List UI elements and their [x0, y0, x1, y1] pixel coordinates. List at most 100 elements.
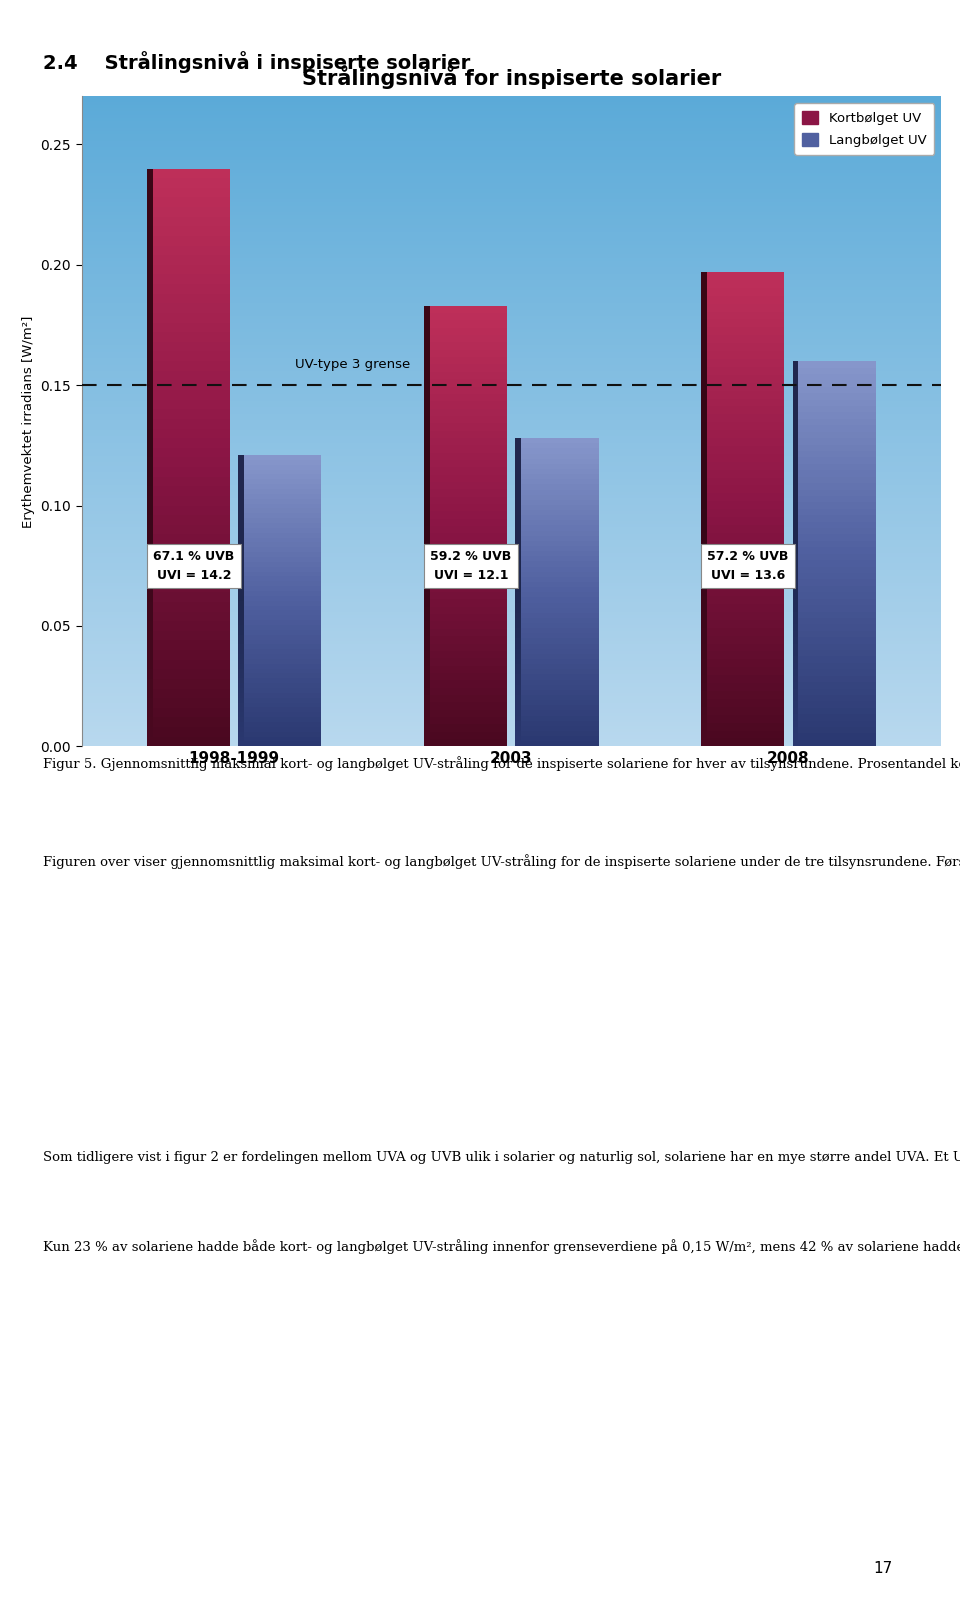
Bar: [701, 603, 784, 612]
Bar: [516, 737, 598, 742]
Bar: [68, 534, 954, 538]
Bar: [701, 287, 707, 295]
Bar: [793, 547, 799, 554]
Bar: [68, 685, 954, 689]
Bar: [68, 721, 954, 724]
Bar: [238, 600, 244, 605]
Bar: [516, 480, 521, 485]
Bar: [701, 343, 784, 351]
Bar: [238, 717, 244, 722]
Bar: [516, 716, 521, 721]
Bar: [68, 417, 954, 421]
Bar: [516, 546, 598, 551]
Bar: [238, 674, 244, 679]
Bar: [793, 374, 799, 380]
Bar: [147, 525, 153, 534]
Bar: [238, 514, 322, 518]
Bar: [68, 258, 954, 262]
Bar: [68, 337, 954, 340]
Bar: [793, 708, 876, 714]
Bar: [68, 385, 954, 388]
Bar: [516, 506, 521, 510]
Bar: [424, 496, 507, 504]
Bar: [238, 713, 244, 717]
Bar: [516, 608, 598, 613]
Text: Figur 5. Gjennomsnittlig maksimal kort- og langbølget UV-stråling for de inspise: Figur 5. Gjennomsnittlig maksimal kort- …: [43, 756, 960, 770]
Bar: [147, 169, 229, 178]
Bar: [701, 462, 784, 470]
Bar: [701, 587, 707, 595]
Bar: [147, 660, 229, 669]
Bar: [68, 681, 954, 685]
Bar: [516, 515, 598, 520]
Bar: [516, 490, 598, 494]
Bar: [424, 533, 430, 541]
Bar: [147, 429, 229, 438]
Bar: [68, 490, 954, 493]
Bar: [516, 557, 521, 562]
Bar: [424, 393, 430, 401]
Bar: [424, 703, 430, 709]
Bar: [147, 438, 153, 448]
Bar: [516, 623, 598, 628]
Bar: [516, 653, 598, 660]
Bar: [793, 695, 799, 701]
Bar: [238, 674, 322, 679]
Bar: [238, 620, 244, 624]
Bar: [701, 684, 707, 692]
Bar: [238, 571, 322, 576]
Bar: [68, 655, 954, 658]
Bar: [238, 644, 322, 648]
Bar: [238, 485, 244, 490]
Bar: [68, 382, 954, 385]
Bar: [238, 629, 322, 634]
Y-axis label: Erythemvektet irradians [W/m²]: Erythemvektet irradians [W/m²]: [22, 315, 35, 528]
Bar: [238, 504, 244, 509]
Bar: [793, 701, 876, 708]
Bar: [68, 467, 954, 470]
Bar: [147, 255, 153, 265]
Bar: [516, 628, 521, 634]
Bar: [147, 409, 229, 419]
Bar: [424, 379, 430, 387]
Bar: [147, 486, 229, 496]
Bar: [68, 181, 954, 185]
Bar: [68, 220, 954, 223]
Bar: [147, 419, 229, 429]
Bar: [238, 528, 322, 533]
Bar: [701, 454, 784, 462]
Bar: [68, 581, 954, 584]
Bar: [424, 467, 507, 475]
Bar: [238, 713, 322, 717]
Bar: [147, 602, 153, 612]
Bar: [68, 252, 954, 255]
Bar: [701, 382, 707, 390]
Bar: [793, 522, 876, 528]
Bar: [793, 522, 799, 528]
Bar: [516, 494, 598, 499]
Bar: [516, 520, 521, 525]
Bar: [701, 612, 707, 620]
Bar: [238, 480, 322, 485]
Bar: [238, 454, 322, 461]
Bar: [68, 531, 954, 534]
Title: Strålingsnivå for inspiserte solarier: Strålingsnivå for inspiserte solarier: [301, 66, 721, 90]
Bar: [516, 674, 521, 679]
Bar: [424, 372, 507, 379]
Bar: [238, 586, 322, 591]
Text: 17: 17: [874, 1562, 893, 1576]
Bar: [238, 693, 322, 698]
Bar: [793, 612, 799, 618]
Bar: [68, 528, 954, 531]
Bar: [701, 517, 707, 525]
Bar: [793, 727, 876, 733]
Bar: [793, 605, 876, 612]
Bar: [516, 459, 521, 464]
Bar: [701, 454, 707, 462]
Bar: [68, 331, 954, 334]
Bar: [238, 669, 322, 674]
Bar: [516, 613, 521, 618]
Bar: [516, 664, 598, 669]
Bar: [516, 679, 598, 685]
Bar: [68, 388, 954, 392]
